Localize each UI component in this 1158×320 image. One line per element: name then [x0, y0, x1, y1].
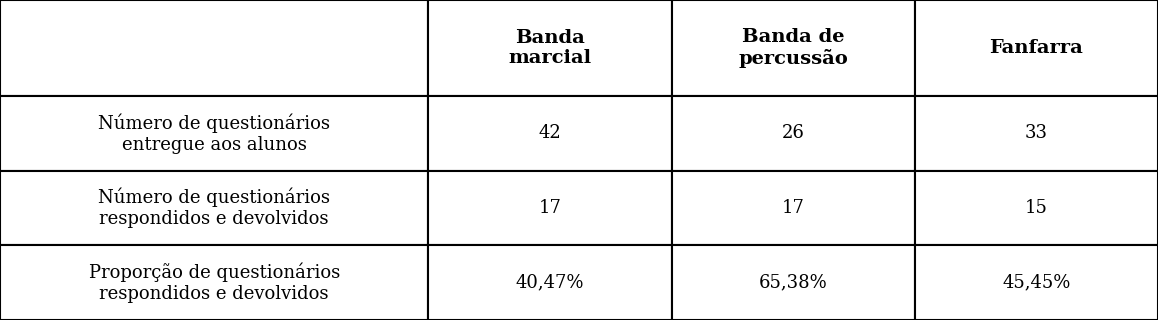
Text: 26: 26 [782, 124, 805, 142]
Text: 17: 17 [782, 199, 805, 217]
Bar [672, 171, 915, 245]
Bar [915, 245, 1158, 320]
Text: 15: 15 [1025, 199, 1048, 217]
Bar [428, 0, 672, 96]
Text: 33: 33 [1025, 124, 1048, 142]
Text: Banda
marcial: Banda marcial [508, 29, 592, 68]
Bar [672, 0, 915, 96]
Bar [672, 245, 915, 320]
Bar [0, 171, 428, 245]
Text: Número de questionários
respondidos e devolvidos: Número de questionários respondidos e de… [98, 188, 330, 228]
Text: Proporção de questionários
respondidos e devolvidos: Proporção de questionários respondidos e… [89, 262, 339, 303]
Bar [915, 171, 1158, 245]
Text: 65,38%: 65,38% [758, 274, 828, 292]
Bar [0, 96, 428, 171]
Text: 40,47%: 40,47% [515, 274, 585, 292]
Bar [0, 0, 428, 96]
Bar [0, 245, 428, 320]
Text: Fanfarra: Fanfarra [989, 39, 1084, 57]
Bar [428, 245, 672, 320]
Text: Banda de
percussão: Banda de percussão [739, 28, 848, 68]
Text: 17: 17 [538, 199, 562, 217]
Bar [428, 171, 672, 245]
Text: 42: 42 [538, 124, 562, 142]
Text: Número de questionários
entregue aos alunos: Número de questionários entregue aos alu… [98, 113, 330, 154]
Bar [915, 0, 1158, 96]
Text: 45,45%: 45,45% [1002, 274, 1071, 292]
Bar [672, 96, 915, 171]
Bar [915, 96, 1158, 171]
Bar [428, 96, 672, 171]
